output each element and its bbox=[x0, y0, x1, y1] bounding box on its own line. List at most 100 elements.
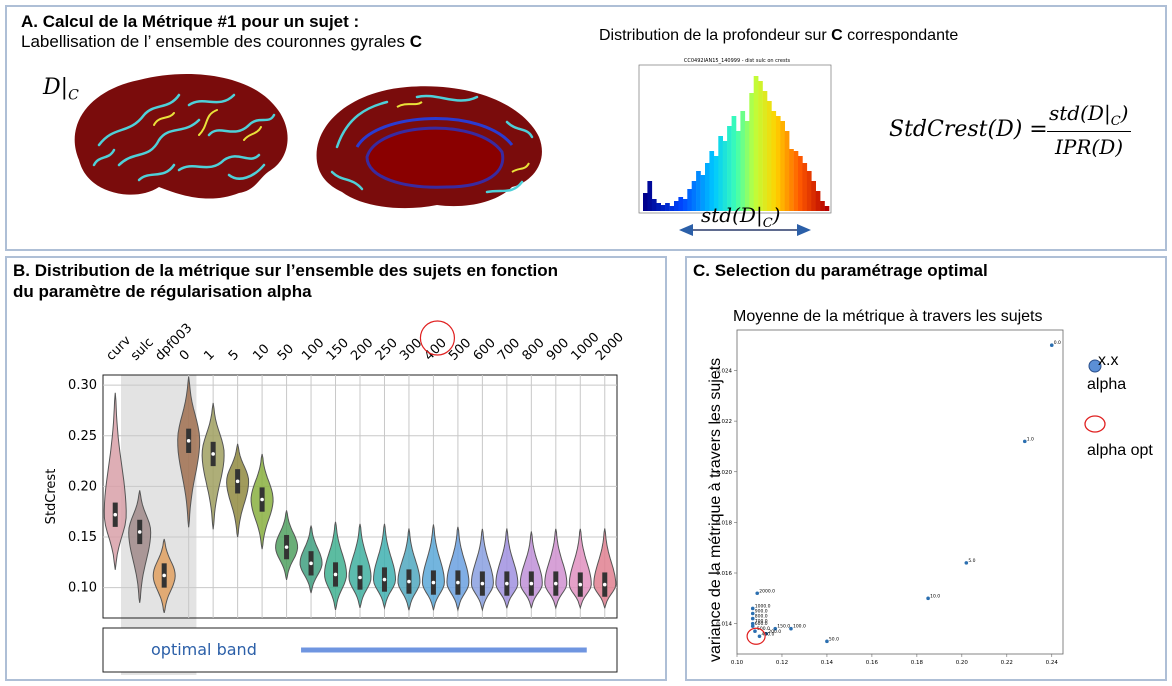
alpha-opt-circle bbox=[419, 320, 456, 356]
x-tick-label: 250 bbox=[373, 336, 401, 364]
x-tick-label: sulc bbox=[128, 335, 157, 364]
x-tick-label: 0.18 bbox=[911, 660, 924, 666]
hist-bar bbox=[669, 206, 675, 211]
violin-1000 bbox=[568, 528, 592, 610]
scatter-point bbox=[757, 634, 762, 639]
scatter-point bbox=[964, 561, 969, 565]
y-tick-label: 0.10 bbox=[68, 581, 97, 596]
violin-median bbox=[505, 581, 509, 586]
violin-median bbox=[284, 545, 289, 549]
violin-curv bbox=[103, 392, 127, 570]
violin-median bbox=[480, 581, 485, 586]
violin-800 bbox=[519, 531, 543, 609]
std-arrow bbox=[679, 224, 811, 236]
optimal-band-label: optimal band bbox=[151, 640, 257, 659]
scatter-point-label: 700.0 bbox=[755, 619, 768, 625]
violin-median bbox=[578, 582, 583, 587]
hist-bar bbox=[767, 101, 772, 211]
scatter-point bbox=[825, 639, 829, 644]
hist-bar bbox=[753, 76, 759, 211]
subtitle-text: Labellisation de l’ ensemble des couronn… bbox=[21, 32, 410, 51]
x-tick-label: 150 bbox=[324, 336, 352, 364]
violin-median bbox=[260, 497, 264, 502]
scatter-point-label: 600.0 bbox=[755, 621, 768, 627]
hist-bar bbox=[762, 91, 768, 211]
formula-denominator: IPR(D) bbox=[1055, 135, 1124, 159]
violin-median bbox=[456, 580, 460, 585]
legend-point-label: x.x bbox=[1098, 352, 1119, 369]
scatter-point bbox=[755, 591, 760, 596]
violin-median bbox=[382, 577, 387, 582]
panel-a-subtitle: Labellisation de l’ ensemble des couronn… bbox=[21, 32, 422, 52]
hist-bar bbox=[798, 156, 803, 211]
hist-bar bbox=[806, 171, 812, 211]
scatter-point-label: 2000.0 bbox=[759, 588, 775, 594]
scatter-point bbox=[1049, 343, 1054, 347]
scatter-point-label: 0.0 bbox=[1054, 340, 1061, 346]
y-tick-label: 0.022 bbox=[716, 419, 732, 425]
hist-bar bbox=[709, 151, 715, 211]
violin-median bbox=[137, 530, 142, 534]
hist-bar bbox=[820, 201, 825, 211]
hist-bar bbox=[802, 163, 808, 211]
violin-median bbox=[333, 572, 338, 577]
hist-bar bbox=[780, 121, 785, 211]
violin-400 bbox=[421, 524, 445, 611]
d-label: D|C bbox=[43, 75, 79, 104]
hist-bar bbox=[691, 181, 697, 211]
hist-bar bbox=[771, 111, 777, 211]
y-tick-label: 0.018 bbox=[716, 520, 732, 526]
violin-median bbox=[554, 581, 558, 586]
hist-bar bbox=[700, 175, 706, 211]
x-tick-label: 0.14 bbox=[821, 660, 834, 666]
x-tick-label: 500 bbox=[446, 336, 474, 364]
scatter-point-label: 5.0 bbox=[968, 558, 975, 564]
y-tick-label: 0.020 bbox=[716, 470, 732, 476]
formula-numerator: std(D|C) bbox=[1049, 101, 1129, 129]
x-tick-label: 2000 bbox=[593, 330, 627, 364]
x-tick-label: 5 bbox=[226, 347, 242, 363]
x-tick-label: 0.16 bbox=[866, 660, 879, 666]
hist-bar bbox=[784, 131, 790, 211]
x-tick-label: 800 bbox=[520, 336, 548, 364]
hist-bar bbox=[674, 201, 679, 211]
hist-bar bbox=[696, 171, 701, 211]
hist-bar bbox=[718, 136, 723, 211]
hist-bar bbox=[744, 121, 750, 211]
y-tick-label: 0.25 bbox=[68, 429, 97, 444]
brain-medial-image bbox=[316, 86, 542, 209]
violin-median bbox=[235, 479, 240, 484]
scatter-point bbox=[789, 626, 793, 631]
hist-bar bbox=[789, 149, 794, 211]
x-tick-label: 900 bbox=[544, 336, 572, 364]
x-tick-label: 0.22 bbox=[1001, 660, 1013, 666]
hist-bar bbox=[811, 181, 816, 211]
x-tick-label: 200 bbox=[348, 336, 376, 364]
scatter-point bbox=[750, 624, 755, 628]
violin-median bbox=[407, 579, 411, 584]
violin-median bbox=[431, 580, 436, 585]
x-tick-label: curv bbox=[103, 333, 134, 364]
hist-bar bbox=[793, 151, 799, 211]
hist-bar bbox=[775, 116, 781, 211]
violin-250 bbox=[372, 523, 397, 610]
scatter-point bbox=[750, 611, 755, 616]
scatter-frame bbox=[736, 329, 1064, 655]
hist-bar bbox=[687, 189, 692, 211]
violin-median bbox=[211, 452, 215, 456]
x-tick-label: 600 bbox=[471, 336, 499, 364]
y-axis-label: StdCrest bbox=[44, 469, 59, 525]
hist-bar bbox=[682, 199, 688, 211]
violin-median bbox=[309, 561, 313, 566]
hist-title: Distribution de la profondeur sur C corr… bbox=[599, 27, 959, 44]
hist-bar bbox=[722, 141, 728, 211]
hist-bar bbox=[749, 93, 754, 211]
scatter-point-label: 800.0 bbox=[755, 614, 768, 620]
scatter-point bbox=[753, 629, 757, 634]
violin-1 bbox=[201, 402, 225, 530]
violin-median bbox=[162, 573, 166, 578]
y-tick-label: 0.024 bbox=[716, 369, 732, 375]
hist-bar bbox=[824, 206, 830, 211]
hist-bar bbox=[705, 163, 710, 211]
violin-median bbox=[186, 439, 191, 443]
